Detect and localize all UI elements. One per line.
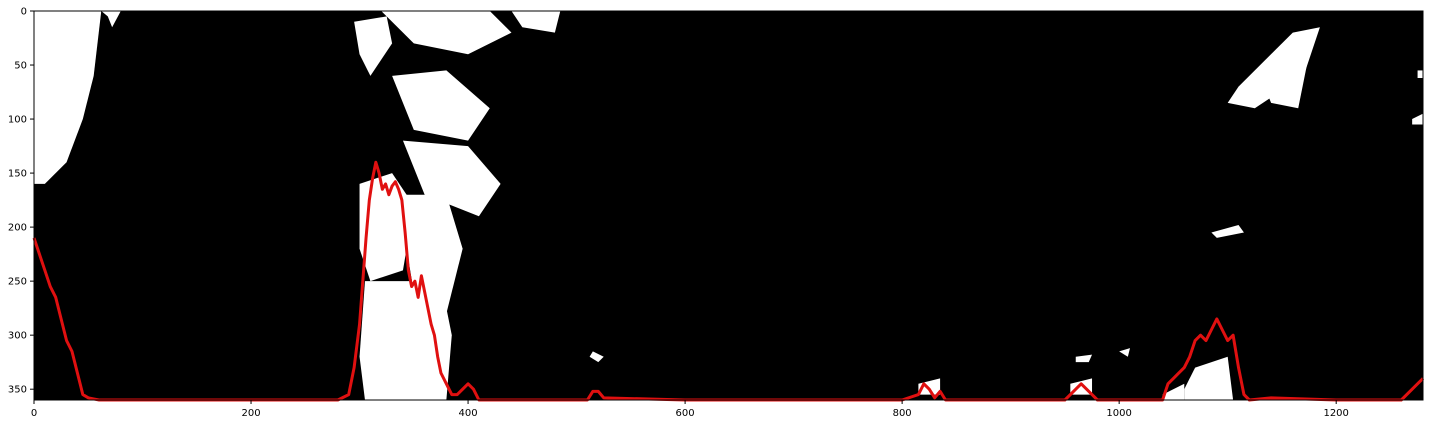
- mask-blob: [359, 281, 452, 400]
- y-tick-label: 200: [8, 223, 27, 234]
- y-tick-label: 350: [8, 385, 27, 396]
- x-tick-label: 600: [676, 408, 695, 419]
- mask-blob: [589, 351, 604, 363]
- mask-blob: [392, 70, 490, 141]
- x-tick-label: 0: [31, 408, 37, 419]
- histogram-line: [32, 160, 1425, 402]
- x-tick-label: 400: [459, 408, 478, 419]
- y-tick-label: 0: [21, 7, 27, 18]
- mask-blob: [1417, 70, 1423, 78]
- mask-blob: [1162, 383, 1185, 400]
- y-tick-label: 250: [8, 277, 27, 288]
- y-tick-label: 150: [8, 169, 27, 180]
- mask-blob: [34, 11, 102, 184]
- plot-area: [32, 10, 1425, 402]
- mask-blob: [1119, 348, 1131, 357]
- mask-blob: [381, 11, 512, 55]
- mask-blob: [1184, 356, 1234, 400]
- mask-blob: [101, 11, 121, 28]
- y-tick-label: 100: [8, 115, 27, 126]
- y-tick-label: 300: [8, 331, 27, 342]
- x-tick-label: 200: [241, 408, 260, 419]
- mask-blob: [511, 11, 561, 33]
- binary-mask-background: [34, 11, 1423, 400]
- mask-blob: [1211, 224, 1244, 238]
- mask-blob: [1075, 354, 1093, 363]
- binary-mask-pixels: [34, 11, 1423, 400]
- mask-blob: [354, 16, 393, 76]
- x-axis-ticks: 0 200 400 600 800 1000 1200: [31, 400, 1349, 419]
- x-tick-label: 800: [893, 408, 912, 419]
- y-axis-ticks: 0 50 100 150 200 250 300 350: [8, 7, 34, 396]
- mask-blob: [1260, 54, 1310, 109]
- mask-blob: [402, 140, 501, 217]
- y-tick-label: 50: [14, 61, 27, 72]
- x-tick-label: 1200: [1323, 408, 1348, 419]
- mask-blob: [1412, 113, 1423, 125]
- plot-frame: [33, 10, 1424, 401]
- x-tick-label: 1000: [1106, 408, 1131, 419]
- mask-blob: [1227, 27, 1320, 109]
